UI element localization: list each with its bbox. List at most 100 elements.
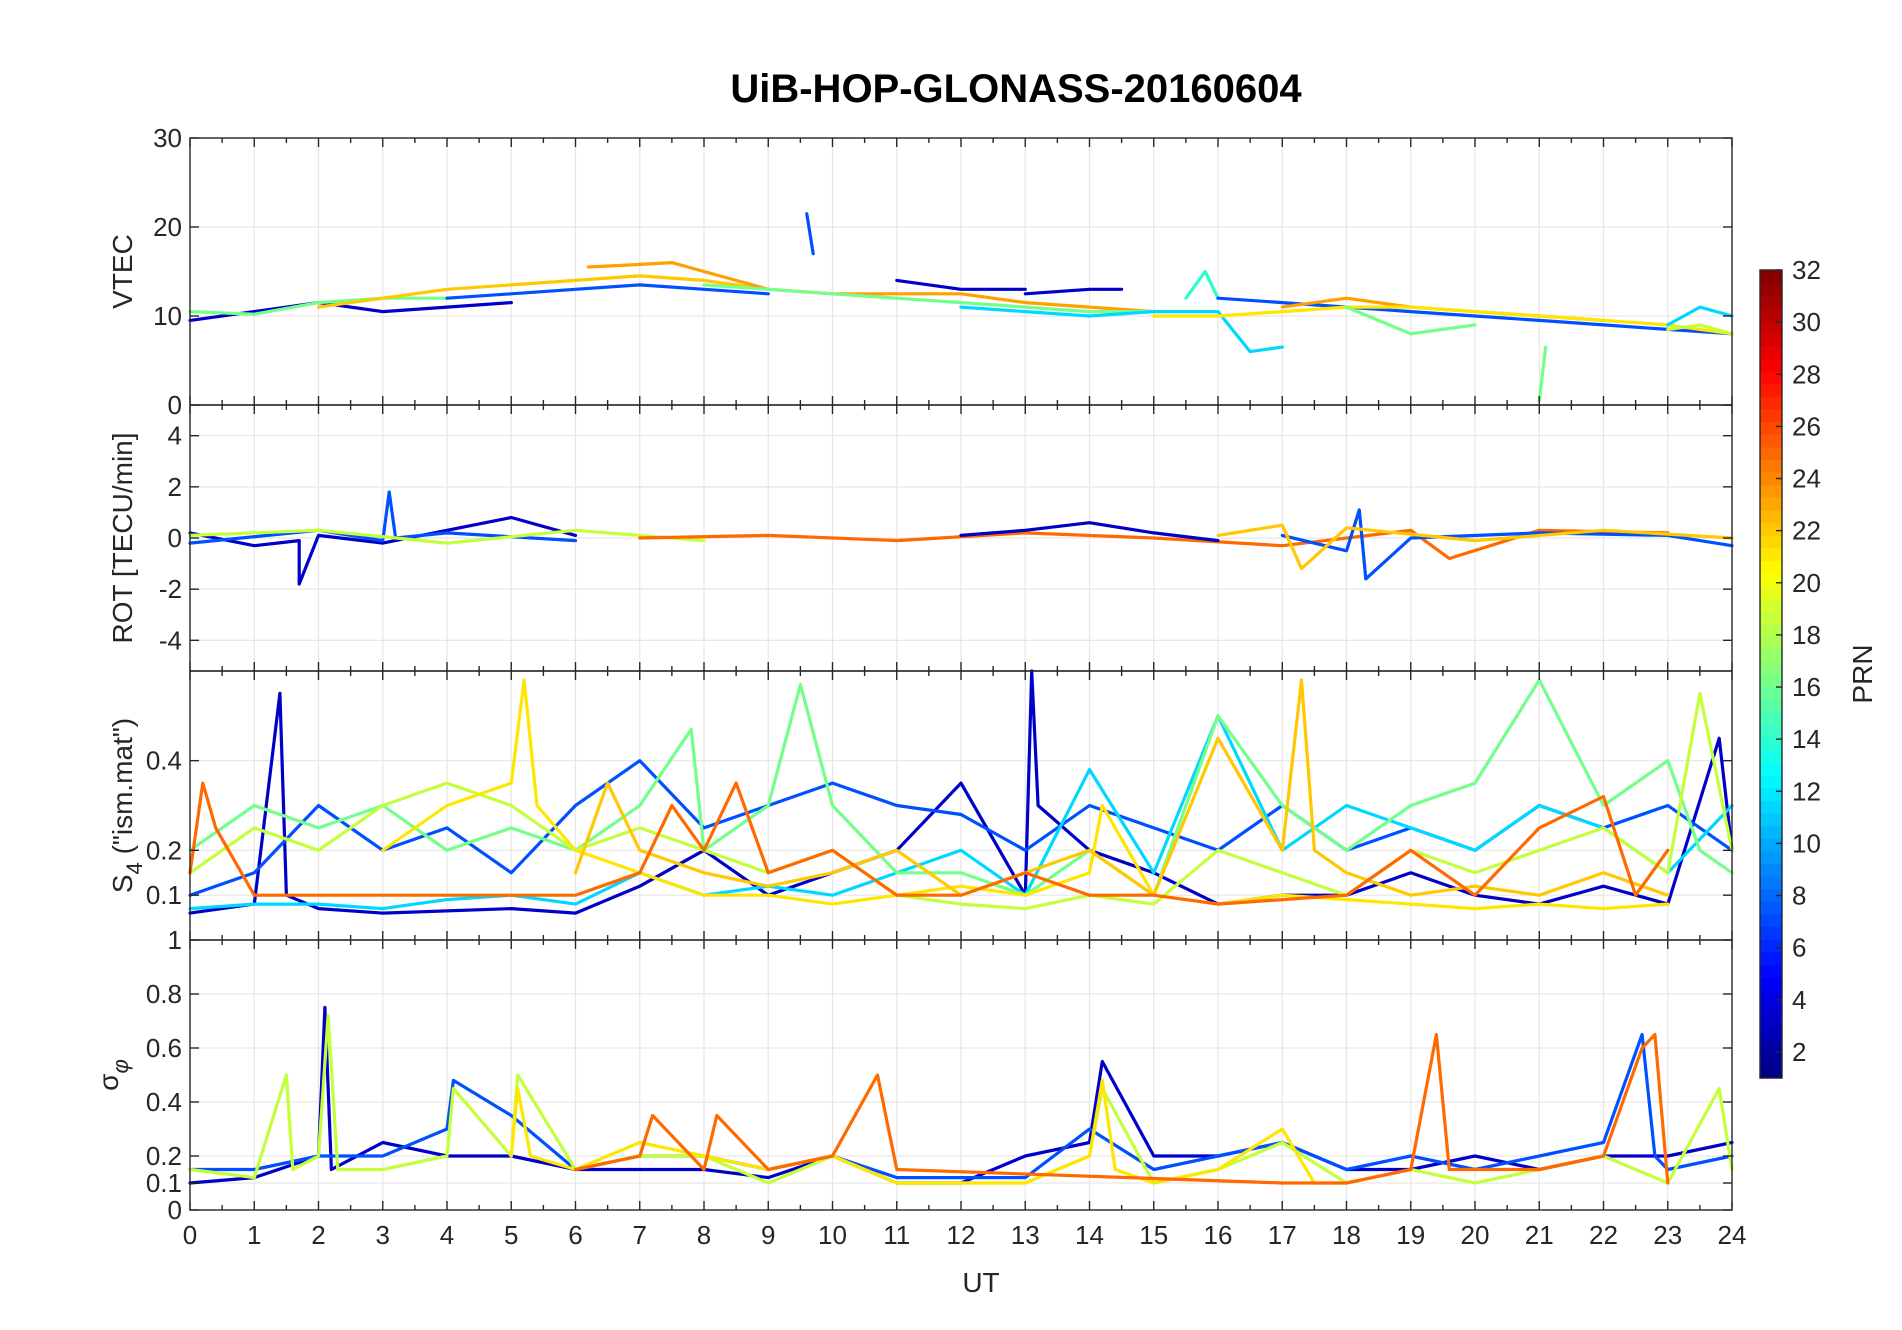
y-tick-label: 20 <box>153 212 182 242</box>
y-axis-label: ROT [TECU/min] <box>107 432 138 643</box>
colorbar-segment <box>1760 270 1782 284</box>
colorbar-segment <box>1760 1002 1782 1016</box>
y-tick-label: 30 <box>153 123 182 153</box>
x-tick-label: 6 <box>568 1220 582 1250</box>
series-line <box>188 528 706 545</box>
series-line <box>1537 345 1548 403</box>
y-tick-label: 0.4 <box>146 746 182 776</box>
series-line <box>188 781 1670 906</box>
y-tick-label: 0.6 <box>146 1033 182 1063</box>
y-tick-label: 0.1 <box>146 880 182 910</box>
series-line <box>188 301 513 322</box>
colorbar-segment <box>1760 661 1782 675</box>
colorbar-segment <box>1760 762 1782 776</box>
colorbar-segment <box>1760 295 1782 309</box>
colorbar-segment <box>1760 800 1782 814</box>
series-line <box>573 1032 1670 1185</box>
x-tick-label: 15 <box>1139 1220 1168 1250</box>
colorbar-segment <box>1760 749 1782 763</box>
colorbar-tick-label: 4 <box>1792 985 1806 1015</box>
colorbar-segment <box>1760 1014 1782 1029</box>
x-tick-label: 13 <box>1011 1220 1040 1250</box>
y-axis-label: VTEC <box>107 234 138 309</box>
colorbar-tick-label: 2 <box>1792 1037 1806 1067</box>
colorbar-segment <box>1760 396 1782 410</box>
y-tick-label: 0 <box>168 390 182 420</box>
colorbar-segment <box>1760 989 1782 1003</box>
colorbar-tick-label: 14 <box>1792 724 1821 754</box>
colorbar-segment <box>1760 573 1782 587</box>
y-axis-label-rest: ("ism.mat") <box>107 718 138 862</box>
x-tick-label: 18 <box>1332 1220 1361 1250</box>
series-line <box>1216 523 1734 571</box>
colorbar-segment <box>1760 522 1782 536</box>
y-axis-label-base: σ <box>93 1074 124 1091</box>
x-tick-label: 3 <box>376 1220 390 1250</box>
x-tick-label: 19 <box>1396 1220 1425 1250</box>
y-tick-label: -2 <box>159 574 182 604</box>
colorbar-tick-label: 30 <box>1792 307 1821 337</box>
series-line <box>188 714 1734 911</box>
y-tick-label: 1 <box>168 925 182 955</box>
x-tick-label: 21 <box>1525 1220 1554 1250</box>
colorbar-segment <box>1760 497 1782 511</box>
colorbar-segment <box>1760 838 1782 852</box>
colorbar-segment <box>1760 926 1782 940</box>
colorbar-segment <box>1760 320 1782 334</box>
series-line <box>509 1078 1349 1185</box>
y-axis-label-base: S <box>107 874 138 893</box>
colorbar-segment <box>1760 1027 1782 1041</box>
series-line <box>188 515 578 586</box>
colorbar-segment <box>1760 421 1782 435</box>
colorbar-segment <box>1760 787 1782 801</box>
series-line <box>1184 269 1220 300</box>
colorbar-segment <box>1760 711 1782 726</box>
colorbar-segment <box>1760 686 1782 700</box>
x-tick-label: 16 <box>1204 1220 1233 1250</box>
x-tick-label: 14 <box>1075 1220 1104 1250</box>
colorbar-frame <box>1759 269 1783 1079</box>
colorbar-tick-label: 22 <box>1792 516 1821 546</box>
colorbar-segment <box>1760 610 1782 625</box>
x-tick-label: 9 <box>761 1220 775 1250</box>
colorbar-segment <box>1760 964 1782 978</box>
series-line <box>316 274 770 309</box>
colorbar-segment <box>1760 383 1782 397</box>
x-tick-label: 10 <box>818 1220 847 1250</box>
series-line <box>702 283 1156 314</box>
x-tick-label: 5 <box>504 1220 518 1250</box>
colorbar-tick-label: 20 <box>1792 568 1821 598</box>
series-line <box>188 691 1734 911</box>
y-axis-label-subscript: φ <box>108 1059 133 1073</box>
x-tick-label: 1 <box>247 1220 261 1250</box>
y-axis-label: σφ <box>93 1059 133 1091</box>
y-tick-label: 0.2 <box>146 1141 182 1171</box>
y-tick-label: 0.4 <box>146 1087 182 1117</box>
colorbar-tick-label: 10 <box>1792 828 1821 858</box>
colorbar-label: PRN <box>1847 644 1878 703</box>
colorbar-segment <box>1760 459 1782 473</box>
colorbar-segment <box>1760 1052 1782 1066</box>
y-tick-label: 0.8 <box>146 979 182 1009</box>
colorbar-tick-label: 32 <box>1792 255 1821 285</box>
series-line <box>188 296 449 316</box>
colorbar-segment <box>1760 307 1782 322</box>
y-tick-label: 4 <box>168 421 182 451</box>
colorbar-segment <box>1760 724 1782 738</box>
panel-sigma_phi: 00.10.2 0.4 0.6 0.8 1 σφ <box>93 925 1734 1225</box>
colorbar-segment <box>1760 434 1782 448</box>
colorbar-segment <box>1760 333 1782 347</box>
colorbar-segment <box>1760 547 1782 561</box>
colorbar-segment <box>1760 901 1782 915</box>
colorbar-segment <box>1760 825 1782 839</box>
colorbar-segment <box>1760 371 1782 385</box>
x-tick-label: 2 <box>311 1220 325 1250</box>
series-line <box>1344 305 1477 336</box>
colorbar-segment <box>1760 358 1782 372</box>
y-tick-label: 2 <box>168 472 182 502</box>
colorbar-segment <box>1760 446 1782 460</box>
colorbar-tick-label: 28 <box>1792 359 1821 389</box>
series-line <box>445 283 770 300</box>
series-line <box>381 678 1670 911</box>
